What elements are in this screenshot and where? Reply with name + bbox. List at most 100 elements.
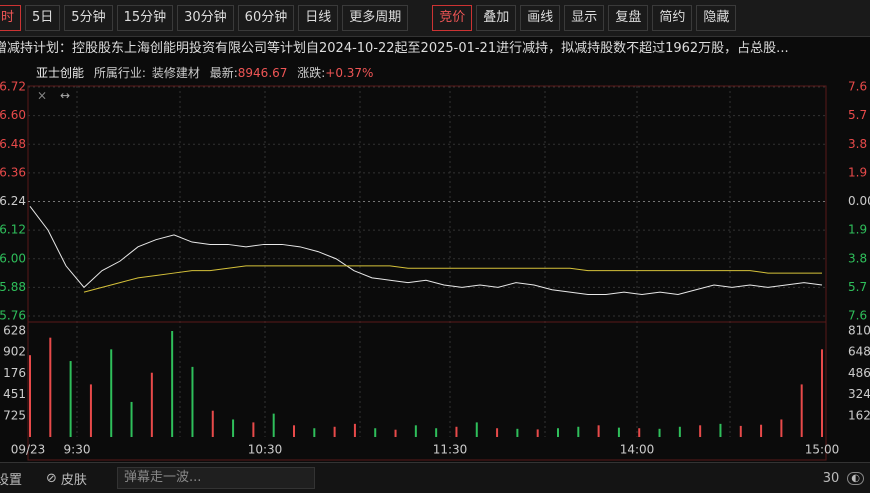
pct-tick-label: 1.9	[848, 223, 867, 237]
volume-bar	[89, 384, 92, 437]
tool-button[interactable]: 竞价	[432, 5, 473, 31]
vol-tick-label-right: 324	[848, 387, 870, 401]
volume-bar	[69, 361, 72, 437]
pct-tick-label: 5.7	[848, 280, 867, 294]
frame	[27, 85, 827, 461]
skin[interactable]: 皮肤	[60, 472, 87, 488]
volume-bar	[394, 429, 397, 437]
vol-tick-label-right: 648	[848, 345, 870, 359]
y-tick-label: 6.12	[0, 223, 26, 237]
period-button[interactable]: 5分钟	[64, 5, 113, 31]
settings[interactable]: 设置	[0, 472, 23, 488]
pct-tick-label: 7.6	[848, 309, 867, 323]
vol-tick-label-right: 486	[848, 366, 870, 380]
notice: 增减持计划：控股股东上海创能明投资有限公司等计划自2024-10-22起至202…	[0, 41, 789, 56]
time-label: 10:30	[248, 443, 283, 457]
y-tick-label: 5.88	[0, 280, 26, 294]
pct-tick-label: 5.7	[848, 108, 867, 122]
volume-bar	[719, 423, 722, 437]
volume-bar	[760, 424, 763, 437]
volume-bar	[110, 349, 113, 437]
resize-icon[interactable]: ↔	[60, 89, 70, 103]
pct-tick-label: 1.9	[848, 165, 867, 179]
period-button[interactable]: 15分钟	[116, 5, 174, 31]
tool-button[interactable]: 叠加	[476, 5, 517, 31]
volume-bar	[821, 349, 823, 437]
volume-bar	[557, 428, 559, 437]
latest: 8946.67	[237, 66, 288, 80]
danmu-input[interactable]: 弹幕走一波...	[116, 467, 315, 489]
tool-button[interactable]: 画线	[520, 5, 561, 31]
industry: 装修建材	[151, 66, 200, 80]
y-tick-label: 5.76	[0, 309, 26, 323]
volume-bar	[272, 413, 275, 437]
period-button[interactable]: 更多周期	[342, 5, 409, 31]
change: +0.37%	[325, 66, 374, 80]
volume-bar	[150, 372, 153, 437]
volume-bar	[293, 425, 295, 437]
time-label: 09/23	[11, 443, 46, 457]
volume-bar	[699, 425, 702, 437]
tool-button[interactable]: 隐藏	[696, 5, 737, 31]
vol-tick-label: 725	[3, 408, 26, 422]
volume-bar	[414, 425, 417, 437]
volume-bar	[739, 425, 742, 437]
vol-tick-label-right: 810	[848, 324, 870, 338]
volume-bar	[252, 422, 255, 437]
y-tick-label: 6.72	[0, 80, 26, 94]
vol-tick-label: 176	[3, 366, 26, 380]
volume-bar	[678, 426, 681, 437]
time-label: 14:00	[620, 443, 655, 457]
v-grid	[76, 86, 731, 437]
info-bar: 亚士创能 所属行业: 装修建材 最新:8946.67 涨跌:+0.37%	[36, 62, 379, 84]
volume-bar	[232, 419, 235, 437]
y-tick-label: 6.00	[0, 251, 26, 265]
chart: × ↔ 6.72 7.6 6.60 5.7 6.48 3.8 6.36 1.9 6.24 0.00…	[0, 80, 870, 461]
volume-bar	[374, 428, 377, 437]
volume-bar	[313, 428, 316, 437]
volume-bar	[130, 401, 133, 437]
close-icon[interactable]: ×	[37, 89, 47, 103]
volume-bar	[211, 410, 214, 437]
volume-bar	[171, 331, 174, 437]
volume-bar	[435, 428, 438, 437]
period-button[interactable]: 30分钟	[177, 5, 234, 31]
volume-bar	[638, 428, 641, 437]
time-label: 9:30	[64, 443, 91, 457]
period-button[interactable]: 60分钟	[237, 5, 295, 31]
volume-bar	[49, 337, 52, 437]
vol-tick-label: 451	[3, 387, 26, 401]
toggle[interactable]: ◐	[847, 471, 864, 485]
period-group: 时 5日 5分钟 15分钟 30分钟 60分钟 日线 更多周期	[0, 5, 409, 31]
time-label: 11:30	[433, 443, 468, 457]
pct-tick-label: 3.8	[848, 251, 867, 265]
volume-bar	[353, 423, 356, 437]
tool-button[interactable]: 复盘	[608, 5, 649, 31]
label: 涨跌:	[297, 66, 326, 80]
count: 30	[822, 470, 840, 486]
period-button[interactable]: 5日	[25, 5, 61, 31]
time-label: 15:00	[805, 443, 840, 457]
volume-bar	[658, 428, 661, 437]
vol-tick-label: 902	[3, 345, 26, 359]
pct-tick-label: 7.6	[848, 80, 867, 94]
average-line	[83, 265, 822, 293]
y-tick-label: 6.48	[0, 137, 26, 151]
volume-bar	[577, 426, 580, 437]
volume-bar	[455, 426, 458, 437]
volume-bar	[29, 355, 31, 437]
period-button[interactable]: 时	[0, 5, 22, 31]
tool-button[interactable]: 简约	[652, 5, 693, 31]
period-button[interactable]: 日线	[298, 5, 339, 31]
price-line	[29, 205, 823, 296]
tool-button[interactable]: 显示	[564, 5, 605, 31]
toolbar: 时 5日 5分钟 15分钟 30分钟 60分钟 日线 更多周期 竞价 叠加 画线 显示 复盘 简约 隐藏	[0, 0, 870, 37]
pct-tick-label: 0.00	[848, 194, 870, 208]
volume-bar	[536, 429, 539, 437]
pct-tick-label: 3.8	[848, 137, 867, 151]
volume-bar	[516, 428, 519, 437]
volume-bar	[191, 366, 194, 437]
skin-icon: ⊘	[46, 470, 57, 486]
volume-bar	[617, 427, 620, 437]
